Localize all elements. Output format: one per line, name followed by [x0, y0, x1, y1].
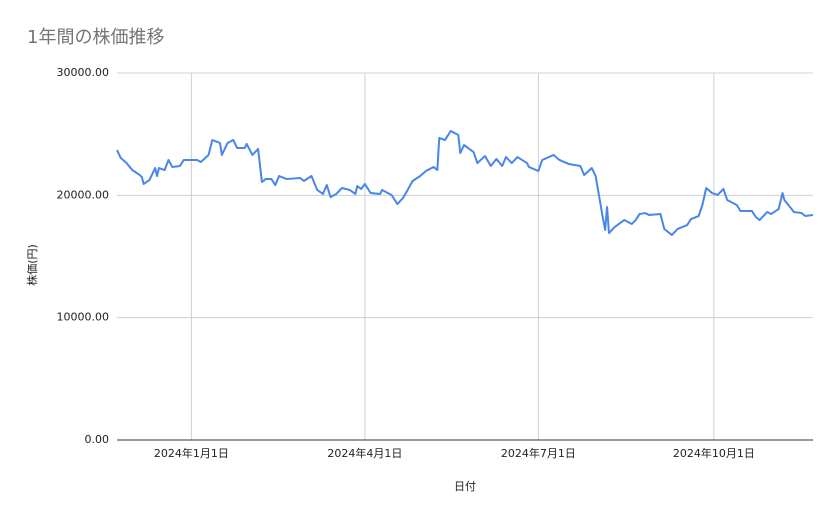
y-tick-label: 30000.00 [57, 66, 110, 79]
x-tick-label: 2024年10月1日 [673, 446, 755, 460]
chart-title: 1年間の株価推移 [27, 27, 164, 48]
y-axis-label: 株価(円) [25, 244, 39, 286]
y-tick-label: 20000.00 [57, 188, 110, 201]
x-tick-label: 2024年7月1日 [501, 446, 576, 460]
price-line [116, 129, 814, 236]
y-tick-label: 0.00 [85, 433, 110, 446]
x-axis-label: 日付 [454, 480, 476, 493]
x-tick-label: 2024年1月1日 [154, 446, 229, 460]
y-tick-label: 10000.00 [57, 311, 110, 324]
x-tick-label: 2024年4月1日 [327, 446, 402, 460]
